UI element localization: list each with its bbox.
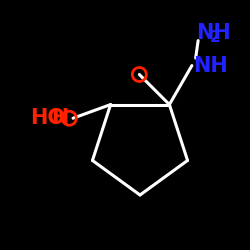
Text: 2: 2 [210,30,220,45]
Text: H: H [51,108,68,128]
Text: NH: NH [193,56,228,76]
Text: NH: NH [196,23,230,43]
Text: HO: HO [30,108,66,128]
